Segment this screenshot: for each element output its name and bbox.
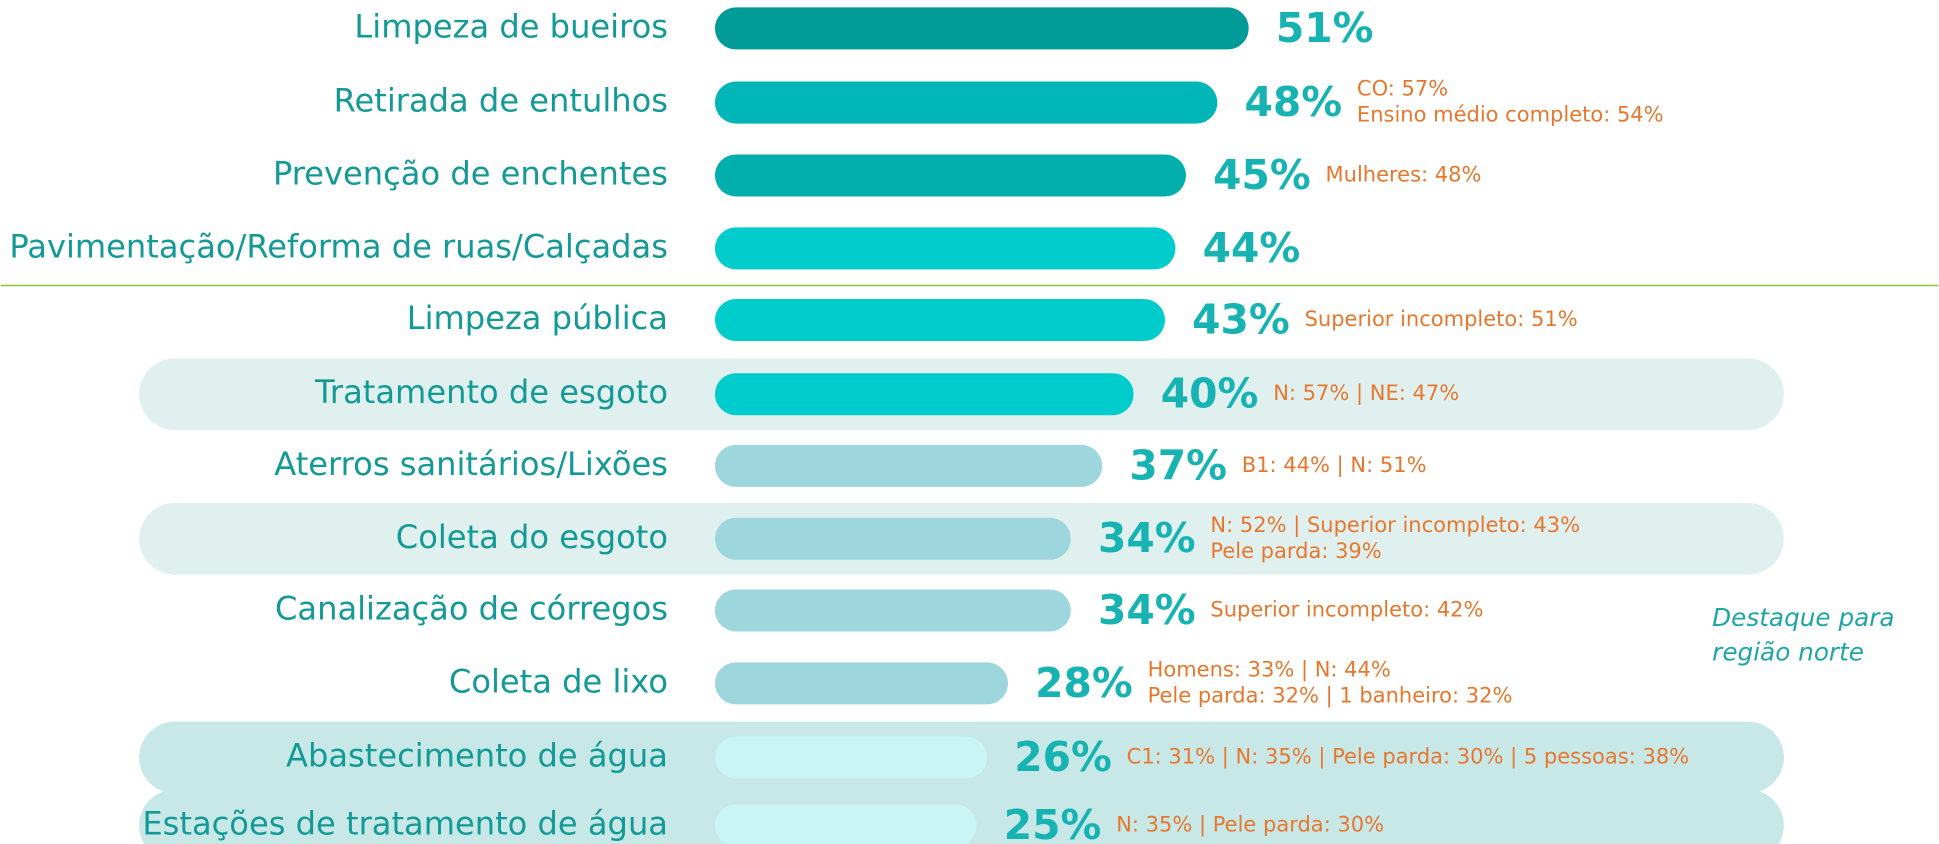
category-label: Limpeza de bueiros [354,7,668,45]
annotation: CO: 57% [1357,77,1448,101]
bar [714,736,988,779]
annotation: Pele parda: 39% [1210,539,1381,563]
category-label: Abastecimento de água [286,736,668,774]
bar [714,299,1166,342]
annotation: Mulheres: 48% [1326,162,1482,186]
bar [714,662,1009,705]
annotation: Ensino médio completo: 54% [1357,103,1664,127]
bar [714,804,977,844]
value-label: 34% [1098,586,1196,634]
category-label: Retirada de entulhos [334,82,668,120]
bar [714,444,1103,487]
category-label: Aterros sanitários/Lixões [274,445,668,483]
bar [714,373,1134,416]
bar [714,517,1071,560]
value-label: 44% [1203,224,1301,272]
bar [714,589,1071,632]
category-label: Coleta do esgoto [396,518,668,556]
category-label: Estações de tratamento de água [142,804,668,842]
annotation: C1: 31% | N: 35% | Pele parda: 30% | 5 p… [1127,744,1689,769]
bar [714,227,1176,270]
annotation: N: 35% | Pele parda: 30% [1116,812,1384,837]
value-label: 40% [1161,370,1259,418]
category-label: Pavimentação/Reforma de ruas/Calçadas [9,227,668,265]
value-label: 37% [1129,441,1227,489]
annotation: N: 52% | Superior incompleto: 43% [1210,513,1580,538]
annotation: Homens: 33% | N: 44% [1148,657,1391,682]
category-label: Prevenção de enchentes [273,154,668,192]
value-label: 43% [1192,296,1290,344]
value-label: 48% [1245,78,1343,126]
annotation: B1: 44% | N: 51% [1242,453,1427,478]
category-label: Tratamento de esgoto [314,373,668,411]
bar [714,7,1249,50]
annotation: Superior incompleto: 42% [1210,597,1483,621]
annotation: N: 57% | NE: 47% [1273,381,1459,406]
bar [714,154,1186,197]
value-label: 25% [1004,801,1102,844]
note: região norte [1712,638,1864,667]
category-label: Limpeza pública [407,299,668,337]
value-label: 34% [1098,514,1196,562]
value-label: 26% [1014,733,1112,781]
category-label: Canalização de córregos [275,589,668,627]
value-label: 51% [1276,4,1374,52]
value-label: 45% [1213,151,1311,199]
value-label: 28% [1035,659,1133,707]
note: Destaque para [1712,603,1894,632]
category-label: Coleta de lixo [449,662,668,700]
bar [714,81,1218,124]
annotation: Pele parda: 32% | 1 banheiro: 32% [1148,683,1513,708]
annotation: Superior incompleto: 51% [1305,307,1578,331]
